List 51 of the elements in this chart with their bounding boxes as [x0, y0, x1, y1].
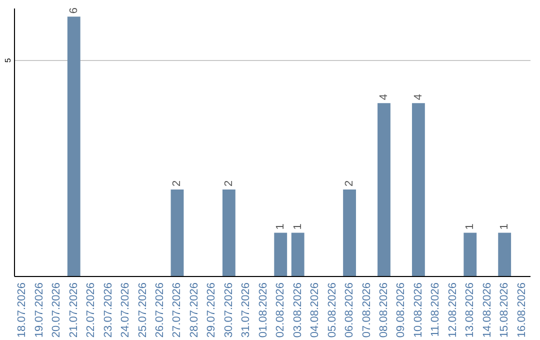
data-label: 2: [171, 180, 184, 187]
data-label: 1: [498, 224, 511, 230]
x-tick-label: 27.07.2026: [171, 282, 184, 338]
x-tick-label: 30.07.2026: [222, 282, 235, 338]
x-tick-label: 12.08.2026: [446, 282, 459, 338]
x-tick-label: 05.08.2026: [326, 282, 338, 338]
data-label: 1: [274, 224, 287, 230]
bar: [343, 190, 356, 276]
bar: [498, 232, 512, 276]
x-tick-label: 31.07.2026: [240, 282, 252, 338]
x-tick-label: 19.07.2026: [33, 282, 46, 338]
data-label: 4: [378, 94, 390, 100]
bar: [412, 103, 425, 276]
y-tick-label: 5: [4, 58, 12, 63]
x-tick-label: 01.08.2026: [257, 282, 270, 338]
data-label: 1: [292, 224, 304, 230]
x-tick-label: 06.08.2026: [344, 282, 356, 338]
bar: [291, 232, 304, 276]
data-label: 2: [344, 180, 356, 187]
x-tick-label: 21.07.2026: [68, 282, 80, 338]
x-tick-label: 18.07.2026: [16, 282, 28, 338]
bar: [67, 16, 80, 276]
bar: [170, 190, 184, 276]
x-tick-label: 15.08.2026: [498, 282, 511, 338]
x-tick-label: 09.08.2026: [395, 282, 408, 338]
x-tick-label: 28.07.2026: [188, 282, 200, 338]
data-label: 2: [222, 180, 235, 187]
x-tick-label: 03.08.2026: [292, 282, 304, 338]
x-tick-label: 24.07.2026: [120, 282, 132, 338]
x-tick-label: 23.07.2026: [102, 282, 114, 338]
x-tick-label: 25.07.2026: [136, 282, 149, 338]
x-tick-label: 29.07.2026: [206, 282, 218, 338]
x-tick-label: 22.07.2026: [85, 282, 98, 338]
x-tick-label: 16.08.2026: [516, 282, 528, 338]
x-tick-label: 07.08.2026: [360, 282, 373, 338]
data-label: 1: [464, 224, 476, 230]
data-label: 6: [68, 8, 80, 14]
bar: [274, 232, 288, 276]
x-tick-label: 11.08.2026: [430, 282, 442, 337]
x-tick-label: 26.07.2026: [154, 282, 166, 338]
x-tick-label: 14.08.2026: [481, 282, 494, 338]
x-tick-label: 20.07.2026: [50, 282, 63, 338]
x-tick-label: 04.08.2026: [309, 282, 322, 338]
data-label: 4: [412, 94, 424, 100]
bar: [222, 190, 236, 276]
x-tick-label: 10.08.2026: [412, 282, 424, 338]
x-tick-label: 08.08.2026: [378, 282, 390, 338]
bar: [378, 103, 390, 276]
x-tick-label: 02.08.2026: [274, 282, 287, 338]
bar: [464, 232, 477, 276]
x-tick-label: 13.08.2026: [464, 282, 476, 338]
